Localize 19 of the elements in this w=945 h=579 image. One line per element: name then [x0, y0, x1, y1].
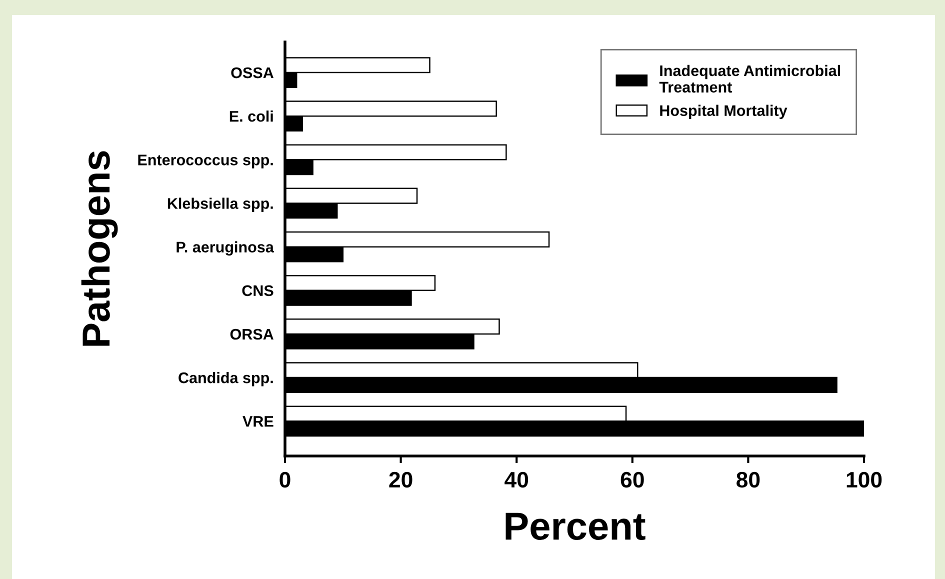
- x-tick-label: 40: [504, 472, 528, 488]
- x-axis-title: Percent: [506, 512, 646, 540]
- x-tick-label: 60: [620, 472, 644, 488]
- x-tick-label: 0: [280, 472, 290, 488]
- y-tick-label: CNS: [242, 285, 274, 296]
- legend-label: Hospital Mortality: [660, 104, 788, 120]
- y-tick-label: E. coli: [230, 110, 273, 122]
- y-tick-label: ORSA: [230, 328, 274, 340]
- x-tick-label: 20: [389, 472, 412, 488]
- y-tick-label: Candida spp.: [178, 372, 273, 386]
- y-tick-label: VRE: [242, 416, 274, 427]
- x-tick-label: 100: [846, 472, 882, 488]
- x-tick-label: 80: [736, 472, 760, 488]
- y-tick-label: Klebsiella spp.: [168, 198, 273, 212]
- y-tick-label: P. aeruginosa: [176, 241, 274, 256]
- legend-label: Inadequate Antimicrobial Treatment: [659, 64, 840, 93]
- y-tick-label: Enterococcus spp.: [138, 154, 273, 168]
- y-tick-label: OSSA: [231, 67, 274, 78]
- y-axis-title: Pathogens: [81, 151, 118, 346]
